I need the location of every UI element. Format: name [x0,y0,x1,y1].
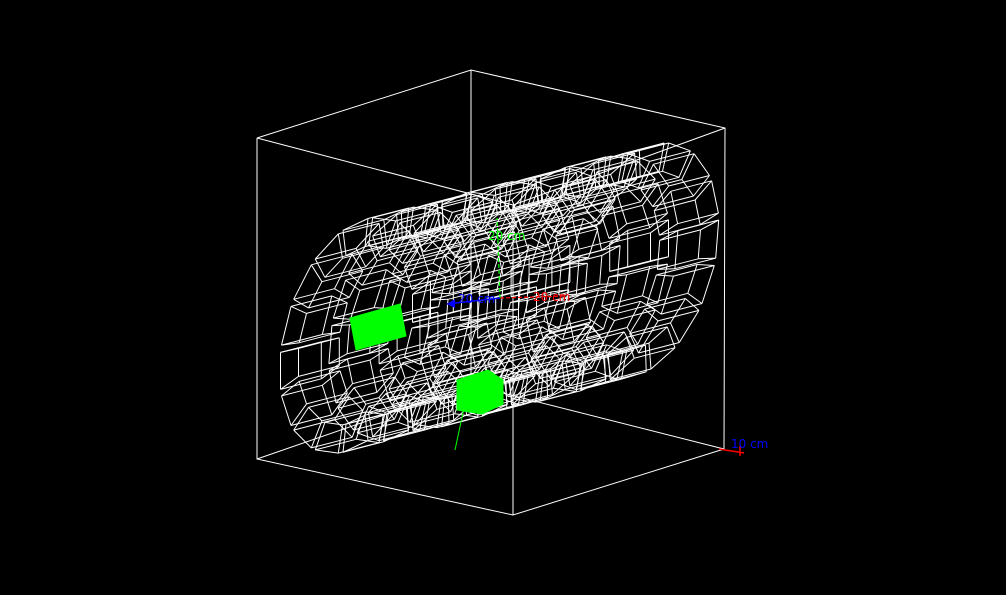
x-axis-line [499,295,567,299]
z-axis-line [446,297,501,305]
z-axis-label: 20 cm [458,292,495,306]
highlighted-crystal-bottom[interactable] [456,369,504,415]
axes-triad: 20 cm 20 cm 20 cm [446,217,570,451]
z-axis-arrow [447,299,455,308]
scale-label: 10 cm [731,437,768,451]
y-axis-line [496,217,501,299]
x-axis-label: 20 cm [533,290,570,304]
y-axis-extension [454,379,471,451]
scale-indicator: 10 cm [718,437,768,456]
y-axis-label: 20 cm [488,229,525,243]
highlighted-crystal-left[interactable] [349,303,407,351]
